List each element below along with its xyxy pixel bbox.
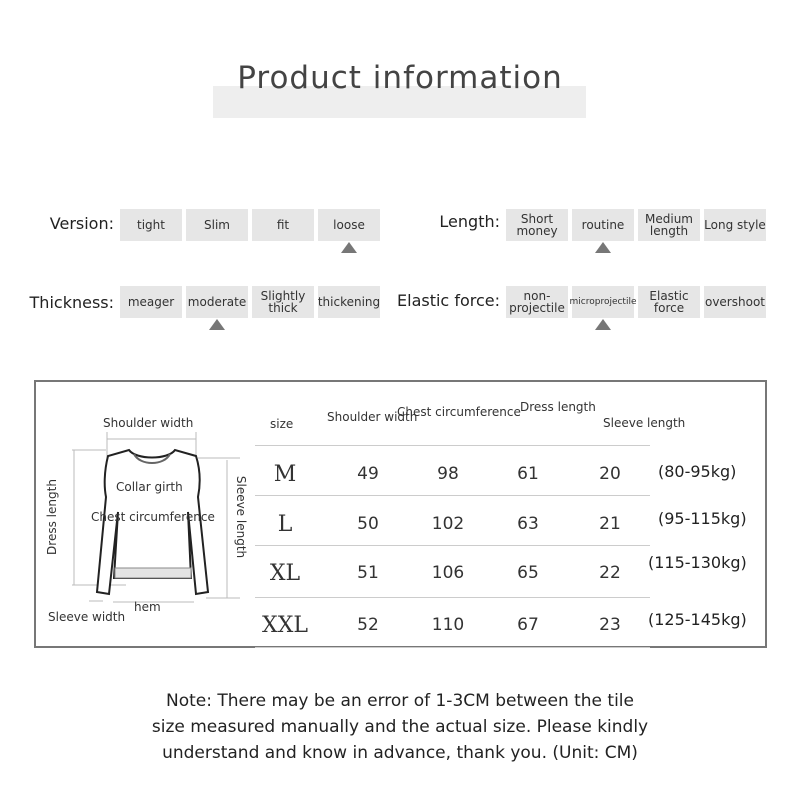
- option: non-projectile: [506, 286, 568, 318]
- option: fit: [252, 209, 314, 241]
- value-cell: 98: [437, 464, 459, 484]
- option: microprojectile: [570, 286, 637, 318]
- sleeve-width-label: Sleeve width: [48, 610, 126, 624]
- thickness-label: Thickness:: [29, 293, 114, 312]
- value-cell: 106: [431, 563, 465, 583]
- value-cell: 65: [517, 563, 539, 583]
- option: Slightly thick: [252, 286, 314, 318]
- value-cell: 63: [517, 514, 539, 534]
- selected-indicator-icon: [595, 319, 611, 330]
- weight-range: (80-95kg): [658, 462, 737, 481]
- weight-range: (125-145kg): [648, 610, 747, 629]
- size-cell: XL: [269, 561, 301, 586]
- option: thickening: [318, 286, 380, 318]
- option: Medium length: [638, 209, 700, 241]
- selected-indicator-icon: [595, 242, 611, 253]
- option: overshoot: [704, 286, 766, 318]
- selected-indicator-icon: [209, 319, 225, 330]
- option: Slim: [186, 209, 248, 241]
- option: tight: [120, 209, 182, 241]
- row-divider: [255, 647, 650, 648]
- header-shoulder: Shoulder width: [327, 410, 418, 424]
- header-size: size: [270, 417, 294, 431]
- option: Short money: [506, 209, 568, 241]
- header-dress-length: Dress length: [520, 400, 596, 414]
- page-title: Product information: [237, 60, 563, 96]
- header-chest: Chest circumference: [397, 405, 521, 419]
- weight-range: (115-130kg): [648, 553, 747, 572]
- sweater-diagram: [72, 432, 240, 603]
- value-cell: 49: [357, 464, 379, 484]
- note: Note: There may be an error of 1-3CM bet…: [0, 688, 800, 766]
- shoulder-width-label: Shoulder width: [103, 416, 194, 430]
- value-cell: 21: [599, 514, 621, 534]
- value-cell: 50: [357, 514, 379, 534]
- elastic-label: Elastic force:: [397, 291, 500, 310]
- option: Long style: [704, 209, 766, 241]
- option: routine: [572, 209, 634, 241]
- option: meager: [120, 286, 182, 318]
- hem-label: hem: [134, 600, 161, 614]
- row-divider: [255, 445, 650, 446]
- note-line: Note: There may be an error of 1-3CM bet…: [165, 691, 634, 711]
- option: Elastic force: [638, 286, 700, 318]
- size-cell: L: [277, 512, 293, 537]
- value-cell: 67: [517, 615, 539, 635]
- chest-label: Chest circumference: [91, 510, 215, 524]
- value-cell: 102: [431, 514, 465, 534]
- option: loose: [318, 209, 380, 241]
- header-sleeve-length: Sleeve length: [603, 416, 686, 430]
- size-cell: XXL: [262, 613, 308, 638]
- title-underlay: [213, 86, 586, 118]
- sleeve-length-label: Sleeve length: [234, 475, 249, 559]
- value-cell: 110: [431, 615, 465, 635]
- value-cell: 51: [357, 563, 379, 583]
- value-cell: 61: [517, 464, 539, 484]
- value-cell: 20: [599, 464, 621, 484]
- value-cell: 52: [357, 615, 379, 635]
- size-cell: M: [273, 462, 297, 487]
- value-cell: 23: [599, 615, 621, 635]
- row-divider: [255, 597, 650, 598]
- selected-indicator-icon: [341, 242, 357, 253]
- collar-girth-label: Collar girth: [116, 480, 183, 494]
- note-line: understand and know in advance, thank yo…: [162, 743, 638, 763]
- weight-range: (95-115kg): [658, 509, 747, 528]
- version-label: Version:: [49, 214, 114, 233]
- value-cell: 22: [599, 563, 621, 583]
- length-label: Length:: [439, 212, 500, 231]
- row-divider: [255, 495, 650, 496]
- row-divider: [255, 545, 650, 546]
- option: moderate: [186, 286, 248, 318]
- dress-length-label: Dress length: [44, 479, 59, 555]
- note-line: size measured manually and the actual si…: [151, 717, 649, 737]
